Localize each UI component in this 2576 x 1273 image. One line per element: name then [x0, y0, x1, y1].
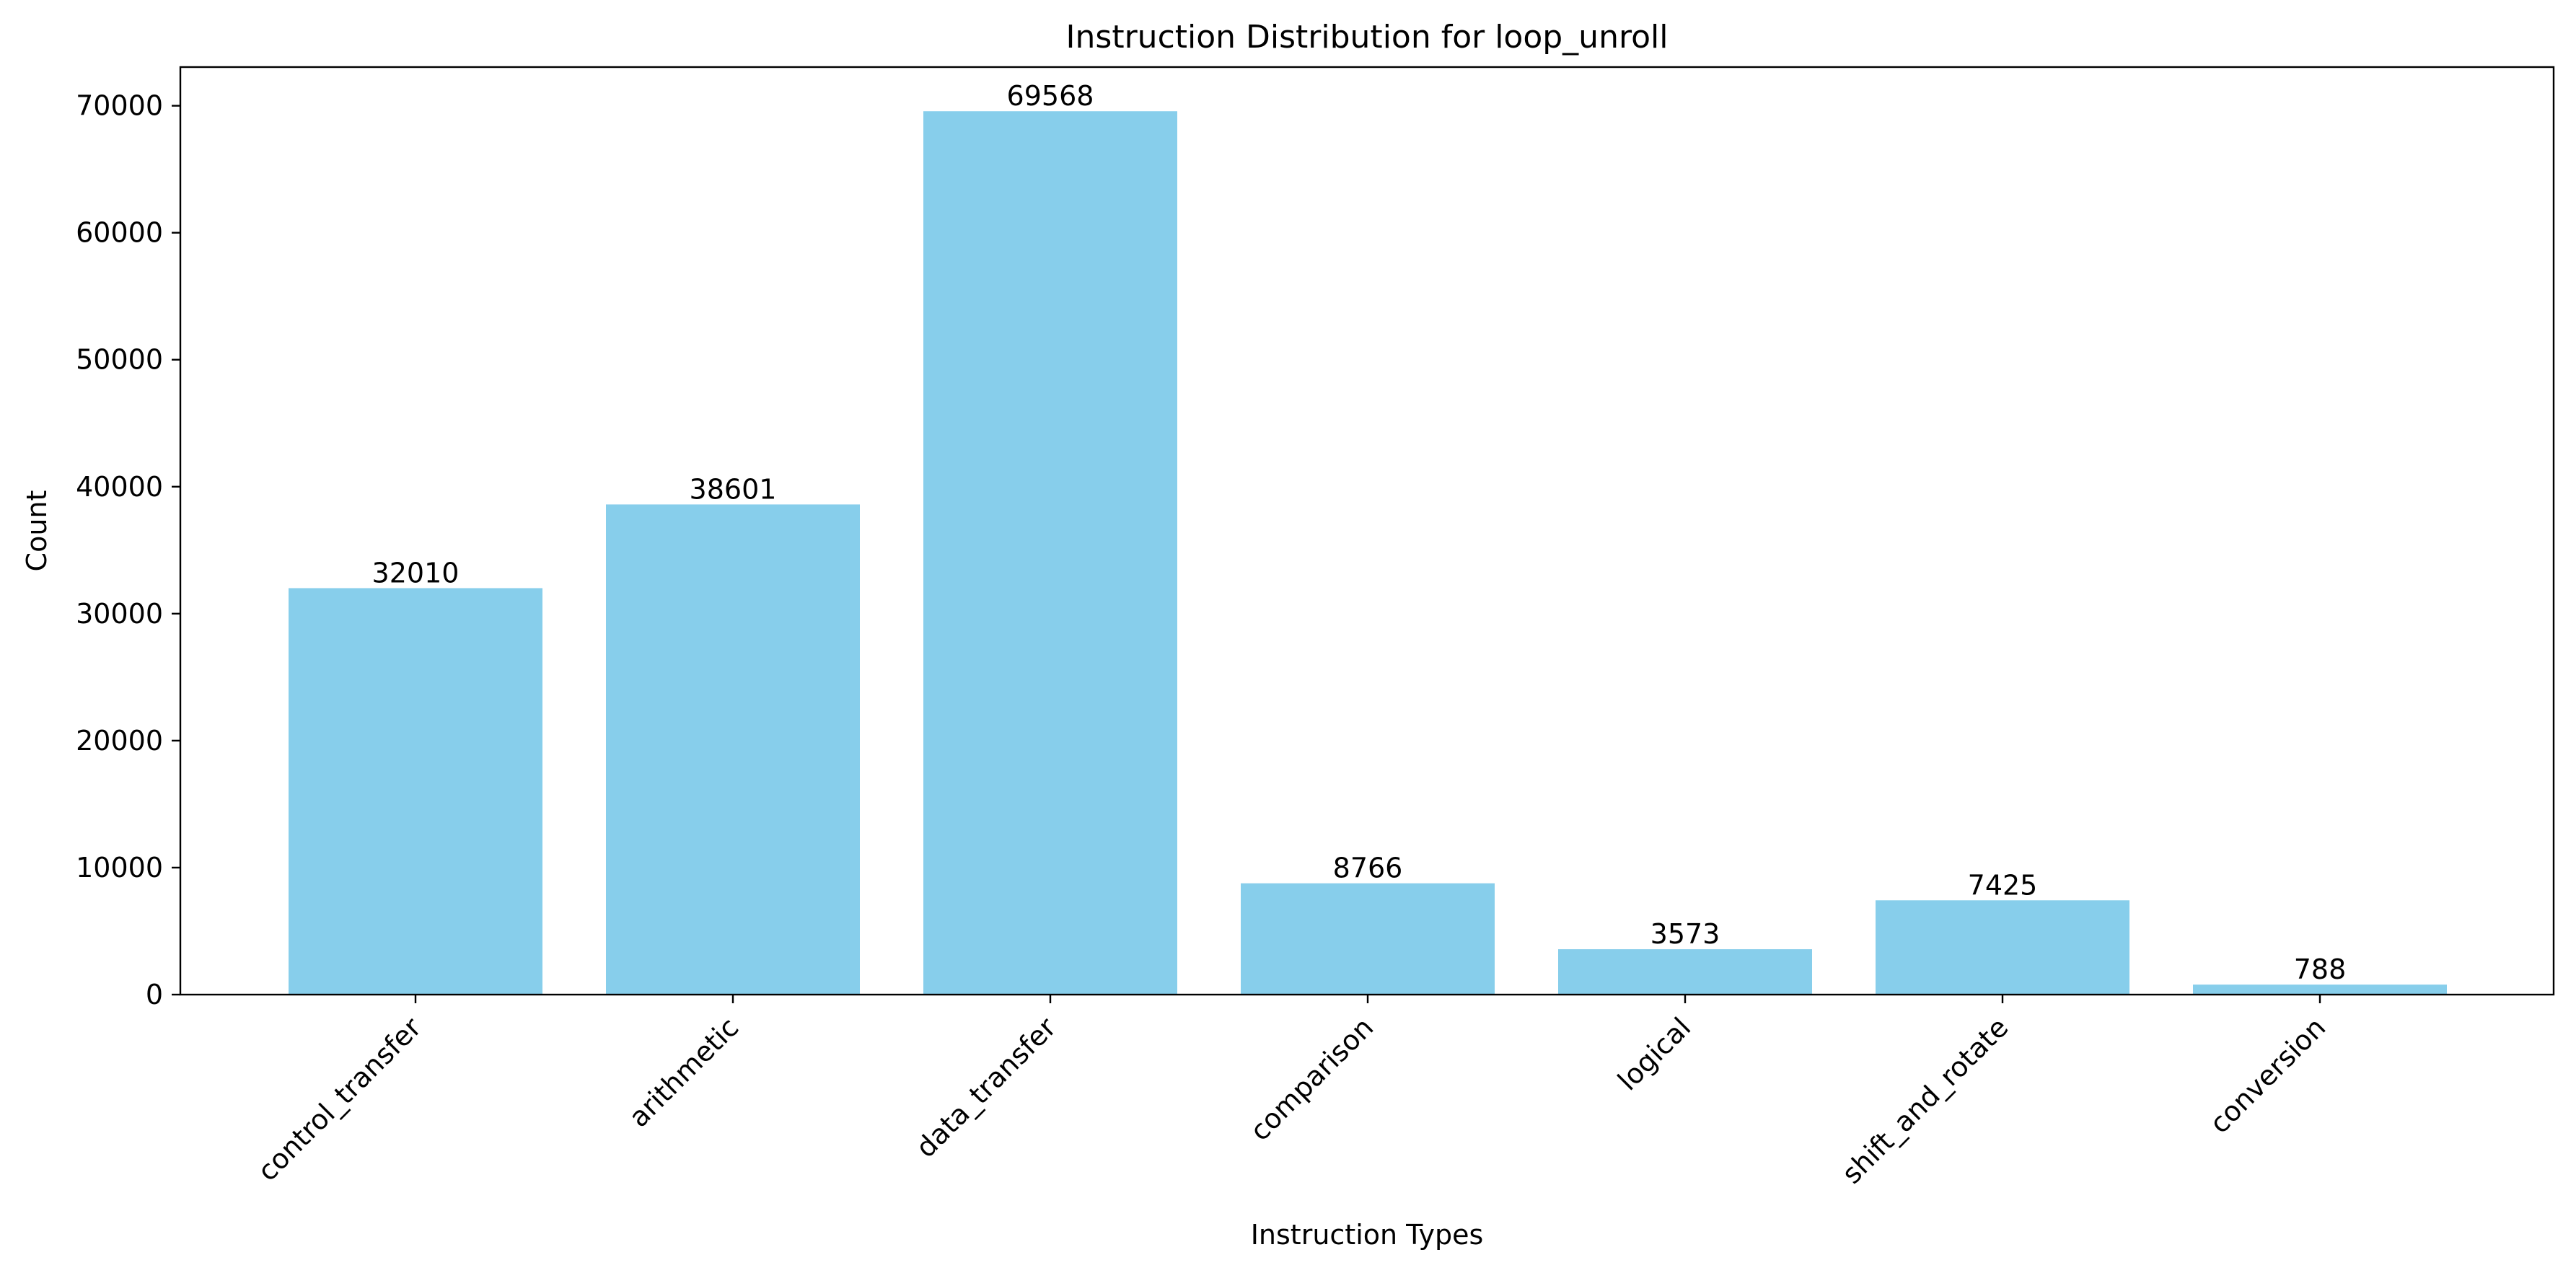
- data-labels-layer: 32010 38601 69568 8766 3573 7425 788: [372, 80, 2347, 985]
- bar-control-transfer: [289, 588, 542, 995]
- plot-frame: [179, 66, 2555, 996]
- bars-layer: [289, 111, 2447, 995]
- data-label-control-transfer: 32010: [372, 557, 460, 589]
- y-tick-label: 40000: [76, 471, 163, 503]
- bar-logical: [1558, 949, 1812, 995]
- data-label-logical: 3573: [1650, 918, 1720, 950]
- y-tick-label: 60000: [76, 217, 163, 249]
- y-tick-label: 50000: [76, 344, 163, 376]
- bar-conversion: [2193, 985, 2447, 995]
- bar-data-transfer: [923, 111, 1177, 995]
- chart-title: Instruction Distribution for loop_unroll: [1066, 19, 1669, 56]
- bar-shift-and-rotate: [1876, 900, 2129, 995]
- y-tick-label: 20000: [76, 725, 163, 757]
- data-label-conversion: 788: [2294, 953, 2347, 985]
- bar-arithmetic: [606, 504, 860, 995]
- data-label-arithmetic: 38601: [690, 473, 777, 505]
- data-label-data-transfer: 69568: [1007, 80, 1094, 112]
- y-tick-label: 30000: [76, 598, 163, 630]
- y-axis-label: Count: [21, 490, 53, 572]
- bar-comparison: [1241, 883, 1495, 995]
- y-axis-ticks: 0 10000 20000 30000 40000 50000 60000 70000: [76, 90, 180, 1010]
- x-axis-label: Instruction Types: [1251, 1219, 1484, 1251]
- data-label-comparison: 8766: [1333, 853, 1403, 884]
- y-tick-label: 70000: [76, 90, 163, 122]
- data-label-shift-and-rotate: 7425: [1968, 869, 2038, 901]
- y-tick-label: 0: [146, 979, 163, 1010]
- y-tick-label: 10000: [76, 852, 163, 884]
